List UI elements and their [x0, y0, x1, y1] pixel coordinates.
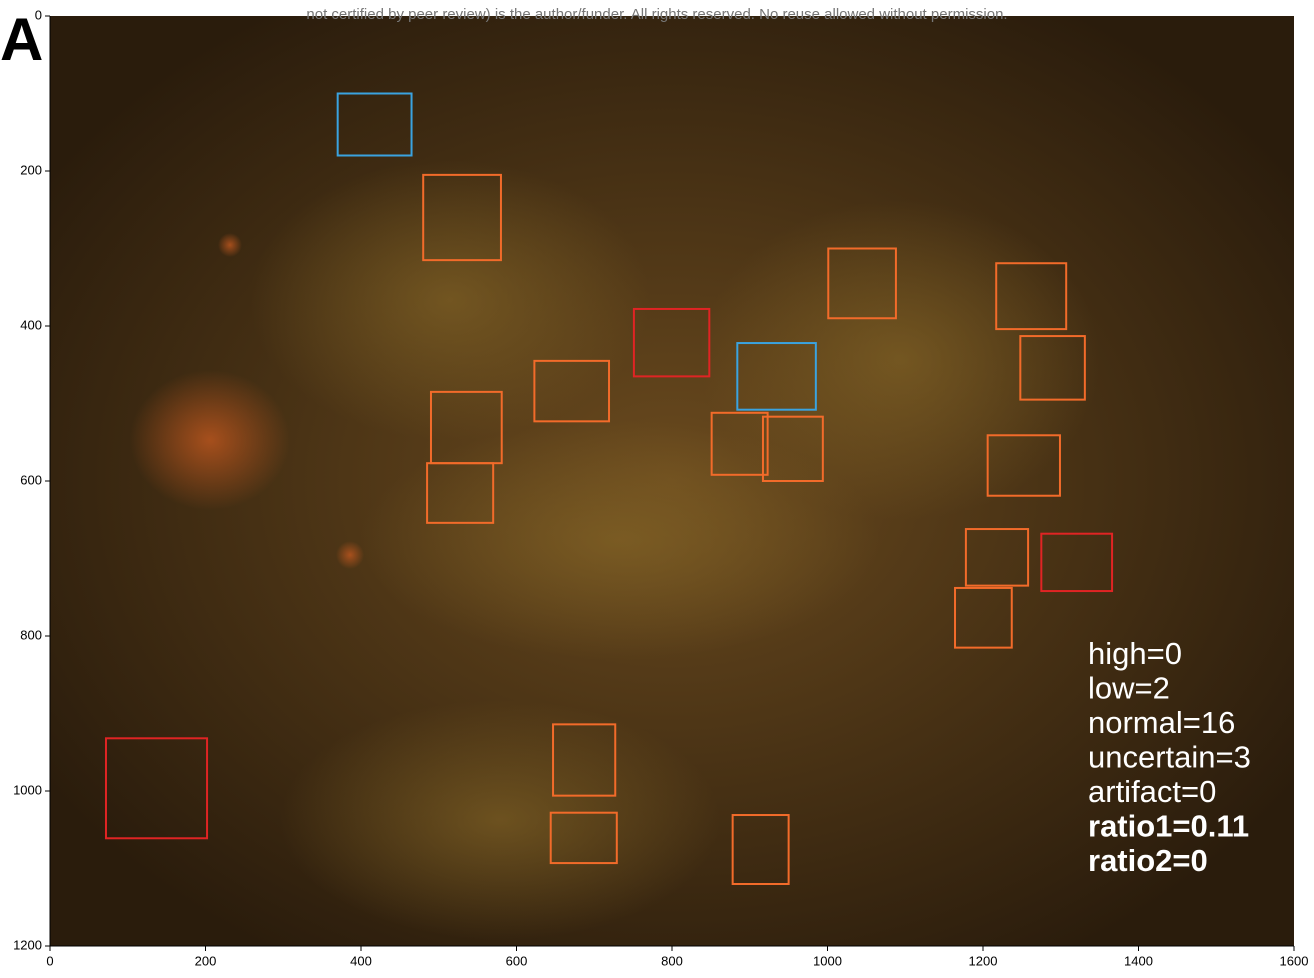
summary-line: high=0 [1088, 636, 1182, 671]
summary-line: low=2 [1088, 671, 1170, 706]
x-tick-label: 0 [46, 953, 53, 968]
x-tick-label: 1600 [1280, 953, 1309, 968]
summary-line: uncertain=3 [1088, 740, 1251, 775]
x-tick-label: 200 [195, 953, 217, 968]
x-tick-label: 1200 [969, 953, 998, 968]
summary-ratio: ratio1=0.11 [1088, 809, 1249, 844]
figure: not certified by peer review) is the aut… [0, 0, 1314, 973]
y-tick-label: 1000 [13, 782, 42, 797]
summary-ratio: ratio2=0 [1088, 843, 1208, 878]
x-tick-label: 800 [661, 953, 683, 968]
summary-line: artifact=0 [1088, 774, 1216, 809]
x-tick-label: 1000 [813, 953, 842, 968]
x-tick-label: 600 [506, 953, 528, 968]
y-tick-label: 600 [20, 472, 42, 487]
y-tick-label: 0 [35, 7, 42, 22]
summary-line: normal=16 [1088, 705, 1235, 740]
header-notice: not certified by peer review) is the aut… [306, 6, 1007, 23]
x-tick-label: 1400 [1124, 953, 1153, 968]
x-tick-label: 400 [350, 953, 372, 968]
y-tick-label: 1200 [13, 937, 42, 952]
y-tick-label: 200 [20, 162, 42, 177]
y-tick-label: 800 [20, 627, 42, 642]
y-tick-label: 400 [20, 317, 42, 332]
